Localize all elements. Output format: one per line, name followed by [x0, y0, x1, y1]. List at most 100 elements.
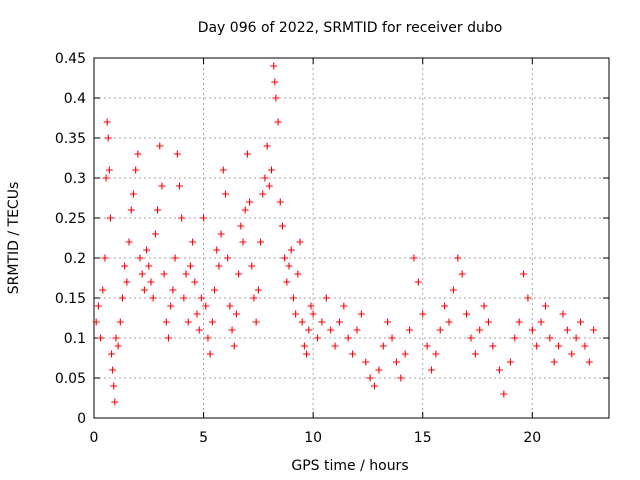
- data-point: [261, 174, 269, 182]
- data-point: [463, 310, 471, 318]
- data-point: [211, 286, 219, 294]
- data-point: [105, 166, 113, 174]
- x-tick-label: 5: [199, 430, 208, 446]
- data-point: [252, 318, 260, 326]
- data-point: [271, 78, 279, 86]
- data-point: [193, 310, 201, 318]
- data-point: [151, 230, 159, 238]
- data-point: [484, 318, 492, 326]
- data-point: [590, 326, 598, 334]
- data-point: [366, 374, 374, 382]
- data-point: [283, 278, 291, 286]
- data-point: [563, 326, 571, 334]
- data-point: [410, 254, 418, 262]
- data-point: [298, 318, 306, 326]
- data-point: [353, 326, 361, 334]
- data-point: [559, 310, 567, 318]
- data-point: [423, 342, 431, 350]
- data-point: [250, 294, 258, 302]
- data-point: [495, 366, 503, 374]
- data-point: [322, 294, 330, 302]
- data-point: [375, 366, 383, 374]
- data-point: [276, 198, 284, 206]
- data-point: [528, 326, 536, 334]
- data-point: [406, 326, 414, 334]
- data-point: [237, 222, 245, 230]
- data-point: [92, 318, 100, 326]
- data-point: [259, 190, 267, 198]
- data-point: [524, 294, 532, 302]
- data-point: [388, 334, 396, 342]
- data-point: [520, 270, 528, 278]
- data-point: [182, 270, 190, 278]
- data-point: [219, 166, 227, 174]
- data-point: [248, 262, 256, 270]
- data-point: [143, 246, 151, 254]
- data-point: [303, 350, 311, 358]
- data-point: [226, 302, 234, 310]
- y-tick-label: 0.15: [55, 291, 86, 307]
- data-point: [270, 62, 278, 70]
- data-point: [171, 254, 179, 262]
- data-point: [162, 318, 170, 326]
- plot-frame: [93, 57, 610, 419]
- data-point: [476, 326, 484, 334]
- data-point: [285, 262, 293, 270]
- data-point: [309, 310, 317, 318]
- data-point: [232, 310, 240, 318]
- data-point: [108, 350, 116, 358]
- data-point: [268, 166, 276, 174]
- data-point: [449, 286, 457, 294]
- y-tick-label: 0.45: [55, 51, 86, 67]
- data-point: [94, 302, 102, 310]
- data-point: [132, 166, 140, 174]
- data-point: [432, 350, 440, 358]
- data-point: [274, 118, 282, 126]
- data-point: [241, 206, 249, 214]
- data-point: [335, 318, 343, 326]
- data-point: [134, 150, 142, 158]
- data-point: [169, 286, 177, 294]
- data-point: [489, 342, 497, 350]
- data-point: [175, 182, 183, 190]
- data-point: [344, 334, 352, 342]
- data-point: [281, 254, 289, 262]
- x-tick-label: 15: [414, 430, 432, 446]
- data-point: [110, 382, 118, 390]
- data-point: [116, 318, 124, 326]
- data-point: [102, 174, 110, 182]
- data-point: [147, 278, 155, 286]
- data-point: [296, 238, 304, 246]
- data-point: [340, 302, 348, 310]
- data-point: [202, 302, 210, 310]
- data-point: [541, 302, 549, 310]
- x-tick-label: 0: [90, 430, 99, 446]
- data-point: [140, 286, 148, 294]
- data-point: [191, 278, 199, 286]
- y-tick-label: 0.25: [55, 211, 86, 227]
- data-point: [228, 326, 236, 334]
- data-point: [392, 358, 400, 366]
- data-point: [165, 334, 173, 342]
- data-point: [158, 182, 166, 190]
- data-point: [246, 198, 254, 206]
- data-point: [208, 318, 216, 326]
- data-point: [572, 334, 580, 342]
- y-axis-ticks: 0 0.05 0.1 0.15 0.2 0.25 0.3 0.35 0.4 0.45: [55, 51, 609, 427]
- data-point: [546, 334, 554, 342]
- y-tick-label: 0.3: [64, 171, 86, 187]
- data-point: [357, 310, 365, 318]
- data-point: [577, 318, 585, 326]
- data-point: [414, 278, 422, 286]
- data-point: [184, 318, 192, 326]
- data-point: [129, 190, 137, 198]
- y-tick-label: 0: [77, 411, 86, 427]
- data-point: [243, 150, 251, 158]
- data-point: [101, 254, 109, 262]
- y-axis-label: SRMTID / TECUs: [6, 182, 22, 295]
- data-point: [118, 294, 126, 302]
- data-point: [581, 342, 589, 350]
- data-point: [537, 318, 545, 326]
- y-tick-label: 0.35: [55, 131, 86, 147]
- data-points: [92, 62, 598, 406]
